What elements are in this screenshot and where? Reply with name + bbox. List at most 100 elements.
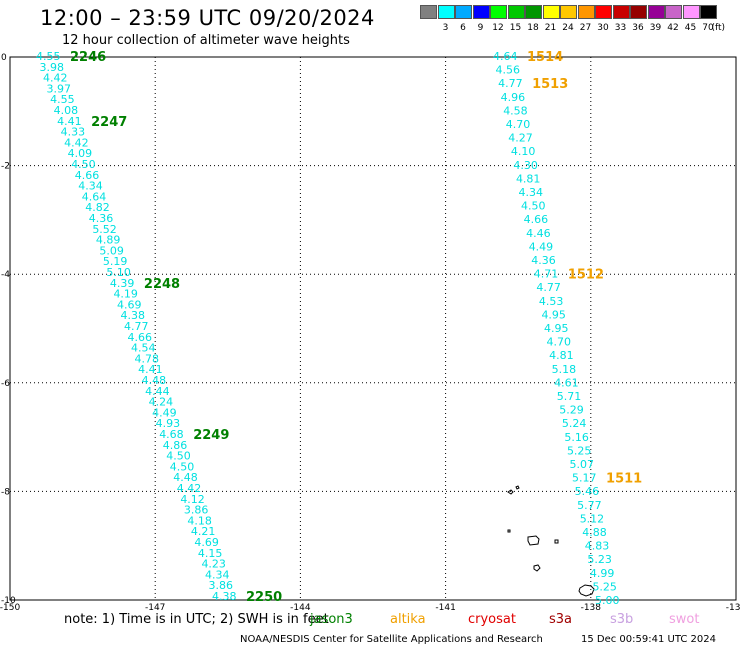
map-title: 12:00 – 23:59 UTC 09/20/2024 — [40, 6, 375, 30]
wave-height-value: 4.23 — [201, 558, 226, 571]
longitude-tick-label: -147 — [145, 603, 165, 610]
legend-item-jason3: jason3 — [310, 612, 353, 627]
color-swatch — [472, 5, 490, 19]
wave-height-value: 4.41 — [138, 363, 163, 376]
wave-height-value: 4.19 — [113, 288, 138, 301]
wave-height-value: 4.36 — [89, 212, 114, 225]
wave-height-value: 4.68 — [159, 428, 184, 441]
color-scale-tick: 3 — [442, 23, 449, 33]
wave-height-value: 4.96 — [501, 91, 526, 104]
wave-height-value: 4.42 — [64, 136, 89, 149]
wave-height-value: 4.71 — [534, 268, 559, 281]
color-swatch — [612, 5, 630, 19]
wave-height-value: 4.50 — [521, 200, 546, 213]
wave-height-value: 4.48 — [173, 471, 198, 484]
wave-height-value: 4.48 — [142, 374, 167, 387]
wave-height-value: 4.46 — [526, 227, 551, 240]
wave-height-value: 4.10 — [511, 145, 535, 158]
island-outline — [507, 529, 511, 533]
pass-time-label: 1513 — [532, 77, 568, 92]
longitude-tick-label: -138 — [581, 603, 602, 610]
wave-height-value: 4.86 — [163, 439, 188, 452]
wave-height-value: 4.61 — [554, 376, 579, 389]
map-subtitle: 12 hour collection of altimeter wave hei… — [62, 33, 350, 48]
wave-height-value: 5.52 — [92, 223, 117, 236]
wave-height-value: 4.55 — [50, 93, 75, 106]
wave-height-value: 4.99 — [590, 567, 615, 580]
color-scale-tick: 42 — [667, 23, 679, 33]
color-swatch — [455, 5, 472, 19]
wave-height-value: 4.81 — [516, 172, 541, 185]
wave-height-value: 3.86 — [208, 579, 233, 592]
latitude-tick-label: -4 — [1, 270, 10, 280]
wave-height-value: 4.66 — [75, 169, 100, 182]
wave-height-value: 4.70 — [506, 118, 531, 131]
wave-height-value: 4.53 — [539, 295, 564, 308]
wave-height-value: 4.12 — [180, 493, 205, 506]
island-outline — [527, 535, 540, 546]
color-swatch — [595, 5, 612, 19]
wave-height-value: 5.12 — [580, 512, 605, 525]
wave-height-value: 5.25 — [592, 580, 617, 593]
wave-height-value: 4.15 — [198, 547, 223, 560]
wave-height-value: 4.42 — [43, 72, 68, 85]
wave-height-value: 5.24 — [562, 417, 587, 430]
color-scale-tick: 18 — [527, 23, 539, 33]
color-swatch — [490, 5, 507, 19]
wave-height-value: 4.64 — [493, 50, 518, 63]
color-swatch — [560, 5, 577, 19]
wave-height-value: 4.78 — [135, 352, 160, 365]
longitude-tick-label: -141 — [435, 603, 455, 610]
longitude-tick-label: -135 — [726, 603, 740, 610]
pass-time-label: 2246 — [70, 50, 106, 65]
island-outline — [554, 539, 559, 544]
wave-height-value: 4.24 — [149, 396, 174, 409]
wave-height-value: 4.18 — [187, 514, 212, 527]
wave-height-value: 4.50 — [71, 158, 96, 171]
color-swatch — [665, 5, 682, 19]
color-swatch — [577, 5, 595, 19]
latitude-tick-label: -2 — [1, 162, 10, 172]
longitude-tick-label: -150 — [0, 603, 20, 610]
wave-height-value: 4.38 — [120, 309, 145, 322]
wave-height-value: 4.36 — [531, 254, 556, 267]
wave-height-value: 4.21 — [191, 525, 216, 538]
pass-time-label: 1512 — [568, 268, 604, 283]
color-scale-tick: 24 — [562, 23, 574, 33]
color-scale-tick: 36 — [632, 23, 644, 33]
wave-height-value: 4.34 — [78, 180, 103, 193]
color-scale-tick: 6 — [460, 23, 466, 33]
wave-height-value: 5.46 — [575, 485, 600, 498]
wave-height-value: 4.82 — [85, 201, 110, 214]
pass-time-label: 2248 — [144, 277, 180, 292]
wave-height-value: 4.77 — [536, 281, 561, 294]
pass-time-label: 1514 — [527, 50, 563, 65]
island-outline — [507, 489, 514, 495]
island-outline — [515, 485, 520, 490]
wave-height-value: 4.89 — [96, 234, 121, 247]
color-scale-unit: (ft) — [711, 23, 726, 33]
wave-height-value: 5.17 — [572, 472, 597, 485]
legend-item-cryosat: cryosat — [468, 612, 516, 627]
generated-timestamp: 15 Dec 00:59:41 UTC 2024 — [581, 634, 716, 645]
color-scale-tick: 70 — [702, 23, 714, 33]
wave-height-value: 5.25 — [567, 444, 592, 457]
wave-height-value: 4.08 — [54, 104, 79, 117]
wave-height-value: 4.54 — [131, 342, 156, 355]
color-scale-tick: 27 — [579, 23, 592, 33]
color-scale-tick: 15 — [509, 23, 522, 33]
wave-height-value: 4.49 — [152, 406, 177, 419]
wave-height-value: 5.00 — [595, 594, 620, 607]
wave-height-value: 4.88 — [582, 526, 607, 539]
wave-height-value: 4.58 — [503, 104, 528, 117]
color-scale-tick: 39 — [649, 23, 662, 33]
color-scale-tick: 30 — [597, 23, 609, 33]
wave-height-value: 4.77 — [124, 320, 149, 333]
wave-height-value: 5.29 — [559, 404, 584, 417]
wave-height-value: 4.42 — [177, 482, 202, 495]
wave-height-value: 4.64 — [82, 190, 107, 203]
latitude-tick-label: -10 — [1, 596, 16, 606]
wave-height-value: 4.77 — [498, 77, 522, 90]
color-swatch — [507, 5, 525, 19]
legend-item-s3a: s3a — [549, 612, 573, 627]
